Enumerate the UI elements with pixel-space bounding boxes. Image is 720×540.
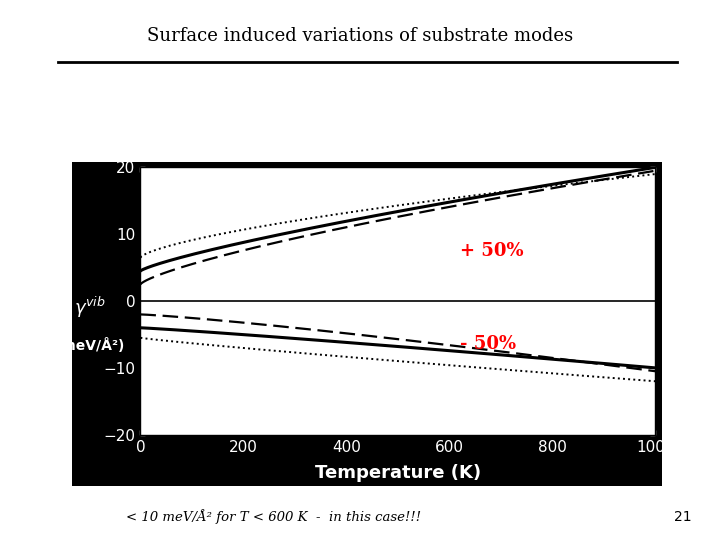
- Text: 21: 21: [674, 510, 691, 524]
- Text: $\gamma^{vib}$: $\gamma^{vib}$: [74, 295, 106, 320]
- Text: Temperature (K): Temperature (K): [315, 463, 481, 482]
- Text: < 10 meV/Å² for T < 600 K  -  in this case!!!: < 10 meV/Å² for T < 600 K - in this case…: [126, 509, 421, 524]
- Text: + 50%: + 50%: [459, 242, 523, 260]
- Text: - 50%: - 50%: [459, 335, 516, 354]
- Text: (meV/Å²): (meV/Å²): [55, 338, 125, 353]
- Text: Surface induced variations of substrate modes: Surface induced variations of substrate …: [147, 27, 573, 45]
